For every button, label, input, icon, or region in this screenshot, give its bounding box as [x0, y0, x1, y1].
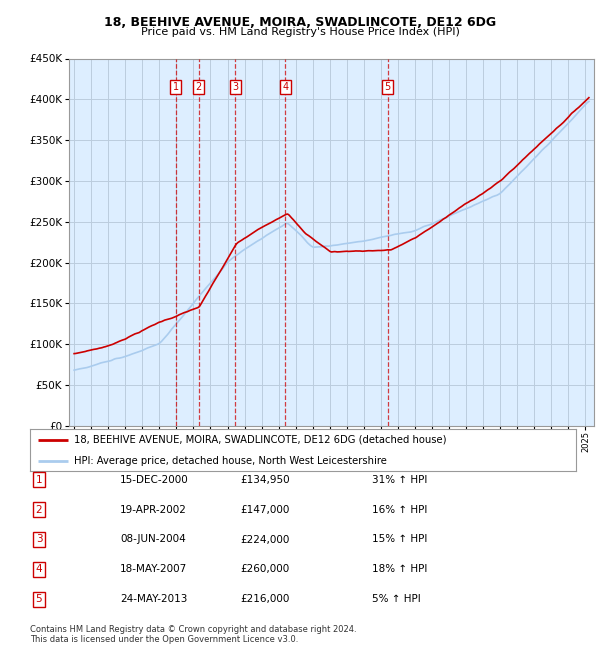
Text: 4: 4 — [35, 564, 43, 575]
Text: 2: 2 — [196, 82, 202, 92]
Text: HPI: Average price, detached house, North West Leicestershire: HPI: Average price, detached house, Nort… — [74, 456, 386, 465]
Text: £224,000: £224,000 — [240, 534, 289, 545]
Text: 18, BEEHIVE AVENUE, MOIRA, SWADLINCOTE, DE12 6DG: 18, BEEHIVE AVENUE, MOIRA, SWADLINCOTE, … — [104, 16, 496, 29]
Text: 3: 3 — [232, 82, 238, 92]
Text: 18-MAY-2007: 18-MAY-2007 — [120, 564, 187, 575]
Text: Contains HM Land Registry data © Crown copyright and database right 2024.: Contains HM Land Registry data © Crown c… — [30, 625, 356, 634]
Text: 18, BEEHIVE AVENUE, MOIRA, SWADLINCOTE, DE12 6DG (detached house): 18, BEEHIVE AVENUE, MOIRA, SWADLINCOTE, … — [74, 435, 446, 445]
Text: 19-APR-2002: 19-APR-2002 — [120, 504, 187, 515]
Text: 5: 5 — [35, 594, 43, 604]
Text: 2: 2 — [35, 504, 43, 515]
Text: Price paid vs. HM Land Registry's House Price Index (HPI): Price paid vs. HM Land Registry's House … — [140, 27, 460, 37]
Text: £216,000: £216,000 — [240, 594, 289, 604]
Text: This data is licensed under the Open Government Licence v3.0.: This data is licensed under the Open Gov… — [30, 634, 298, 644]
Text: 5% ↑ HPI: 5% ↑ HPI — [372, 594, 421, 604]
Text: £134,950: £134,950 — [240, 474, 290, 485]
Text: 3: 3 — [35, 534, 43, 545]
Text: 1: 1 — [35, 474, 43, 485]
Text: 24-MAY-2013: 24-MAY-2013 — [120, 594, 187, 604]
Text: 1: 1 — [173, 82, 179, 92]
Text: 18% ↑ HPI: 18% ↑ HPI — [372, 564, 427, 575]
Text: 15-DEC-2000: 15-DEC-2000 — [120, 474, 189, 485]
Text: 16% ↑ HPI: 16% ↑ HPI — [372, 504, 427, 515]
Text: £260,000: £260,000 — [240, 564, 289, 575]
Text: 08-JUN-2004: 08-JUN-2004 — [120, 534, 186, 545]
Text: 4: 4 — [282, 82, 288, 92]
Text: £147,000: £147,000 — [240, 504, 289, 515]
Text: 31% ↑ HPI: 31% ↑ HPI — [372, 474, 427, 485]
Text: 5: 5 — [385, 82, 391, 92]
Text: 15% ↑ HPI: 15% ↑ HPI — [372, 534, 427, 545]
